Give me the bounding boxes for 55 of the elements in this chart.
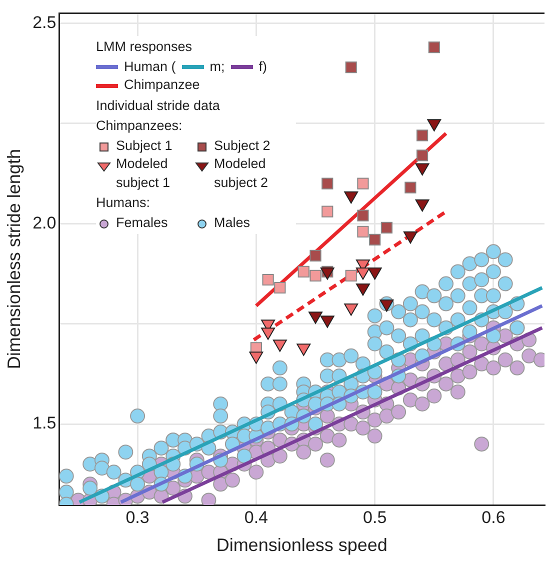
legend-title: LMM responses [96,38,194,56]
point [356,284,370,296]
point [322,178,334,190]
legend-label: Chimpanzee [124,76,200,94]
x-tick-label: 0.5 [363,508,387,527]
point [344,191,358,204]
point [249,352,264,364]
point [357,178,369,190]
point [356,267,370,280]
annotation: Humans: [96,194,152,212]
point [344,304,358,316]
point [357,210,369,222]
point [296,344,311,356]
point [428,41,440,54]
point [403,231,418,244]
point [416,130,428,142]
x-axis-title: Dimensionless speed [216,535,388,556]
point [357,226,369,238]
legend-label: Modeled subject 2 [214,155,270,192]
point [415,199,430,212]
annotation: Chimpanzees: [96,116,184,135]
x-tick-label: 0.6 [482,508,506,527]
point [308,312,323,324]
point [368,267,382,280]
legend-label: f) [258,58,268,76]
legend-label: Females [116,214,168,232]
legend-label: Modeled subject 1 [116,155,172,192]
legend-label: Males [214,214,250,232]
point [345,270,357,282]
point [310,270,322,282]
point [380,222,393,234]
point [262,274,274,286]
point [272,340,287,352]
y-tick-label: 2.5 [32,12,56,32]
point [274,282,286,294]
legend-label: Subject 1 [116,137,172,156]
point [404,182,416,194]
point [380,300,394,312]
point [320,316,334,328]
annotation: Individual stride data [96,96,221,115]
x-tick-label: 0.3 [126,508,150,527]
legend-label: Human ( [124,58,176,76]
y-tick-label: 2.0 [32,213,56,232]
point [369,234,381,246]
x-tick-label: 0.4 [244,508,268,527]
point [261,328,276,340]
point [345,62,357,74]
y-tick-label: 1.5 [32,414,56,433]
point [298,266,310,278]
point [322,206,334,218]
point [416,150,428,162]
point [310,250,322,262]
y-axis-title: Dimensionless stride length [4,149,24,370]
legend-label: Subject 2 [214,137,270,156]
legend-label: m; [210,58,225,76]
